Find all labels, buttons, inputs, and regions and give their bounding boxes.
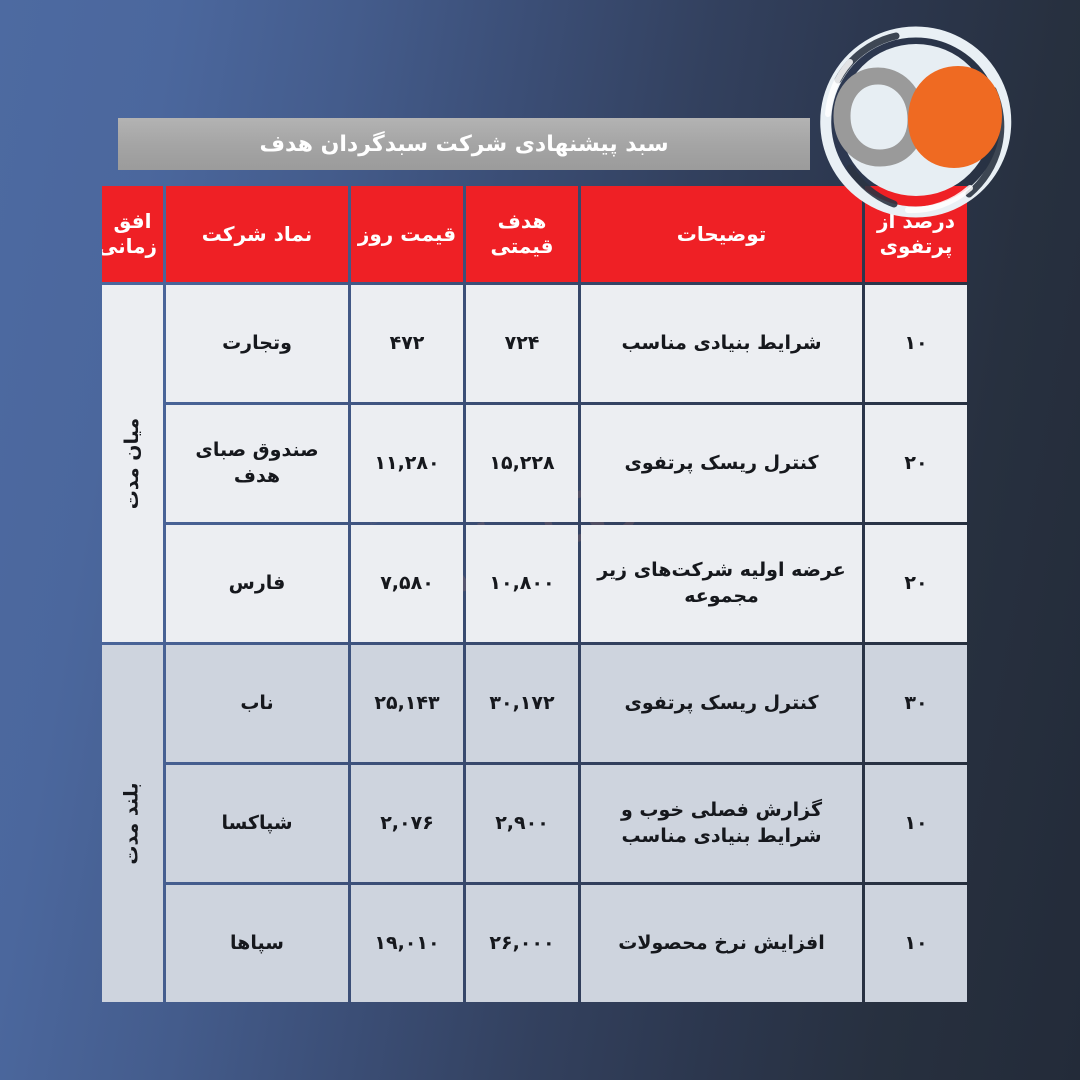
cell-percent: ۲۰ (865, 525, 967, 642)
cell-current-price: ۴۷۲ (351, 285, 463, 402)
cell-symbol: صندوق صبای هدف (166, 405, 348, 522)
column-header-symbol: نماد شرکت (166, 186, 348, 282)
column-header-target-price: هدف قیمتی (466, 186, 578, 282)
cell-percent: ۱۰ (865, 285, 967, 402)
cell-percent: ۲۰ (865, 405, 967, 522)
column-header-description: توضیحات (581, 186, 862, 282)
cell-symbol: ناب (166, 645, 348, 762)
table-row[interactable]: ۱۰ شرایط بنیادی مناسب ۷۲۴ ۴۷۲ وتجارت میا… (102, 285, 967, 642)
cell-description: عرضه اولیه شرکت‌های زیر مجموعه (581, 525, 862, 642)
cell-percent: ۱۰ (865, 765, 967, 882)
cell-description: کنترل ریسک پرتفوی (581, 405, 862, 522)
time-horizon-label: میان مدت (120, 417, 143, 510)
cell-symbol: شپاکسا (166, 765, 348, 882)
cell-current-price: ۷,۵۸۰ (351, 525, 463, 642)
sheet-title-bar: سبد پیشنهادی شرکت سبدگردان هدف (118, 118, 810, 170)
cell-target-price: ۲۶,۰۰۰ (466, 885, 578, 1002)
cell-symbol: وتجارت (166, 285, 348, 402)
cell-symbol: سپاها (166, 885, 348, 1002)
cell-time-horizon-long: بلند مدت (102, 645, 163, 1002)
cell-time-horizon-mid: میان مدت (102, 285, 163, 642)
table-row[interactable]: ۱۰ افزایش نرخ محصولات ۲۶,۰۰۰ ۱۹,۰۱۰ سپاه… (102, 885, 967, 1002)
table-row[interactable]: ۳۰ کنترل ریسک پرتفوی ۳۰,۱۷۲ ۲۵,۱۴۳ ناب ب… (102, 645, 967, 1002)
table-body: ۱۰ شرایط بنیادی مناسب ۷۲۴ ۴۷۲ وتجارت میا… (102, 285, 967, 1002)
cell-current-price: ۲,۰۷۶ (351, 765, 463, 882)
page-title: سبد پیشنهادی شرکت سبدگردان هدف (259, 131, 669, 157)
cell-target-price: ۷۲۴ (466, 285, 578, 402)
cell-target-price: ۳۰,۱۷۲ (466, 645, 578, 762)
column-header-time-horizon: افق زمانی (102, 186, 163, 282)
table-row[interactable]: ۱۰ گزارش فصلی خوب و شرایط بنیادی مناسب ۲… (102, 765, 967, 882)
time-horizon-label: بلند مدت (120, 782, 143, 865)
cell-target-price: ۱۵,۲۲۸ (466, 405, 578, 522)
cell-description: افزایش نرخ محصولات (581, 885, 862, 1002)
company-logo (812, 18, 1020, 226)
column-header-current-price: قیمت روز (351, 186, 463, 282)
cell-percent: ۳۰ (865, 645, 967, 762)
cell-target-price: ۱۰,۸۰۰ (466, 525, 578, 642)
table-row[interactable]: ۲۰ عرضه اولیه شرکت‌های زیر مجموعه ۱۰,۸۰۰… (102, 525, 967, 642)
cell-symbol: فارس (166, 525, 348, 642)
cell-target-price: ۲,۹۰۰ (466, 765, 578, 882)
cell-description: گزارش فصلی خوب و شرایط بنیادی مناسب (581, 765, 862, 882)
cell-description: کنترل ریسک پرتفوی (581, 645, 862, 762)
table-row[interactable]: ۲۰ کنترل ریسک پرتفوی ۱۵,۲۲۸ ۱۱,۲۸۰ صندوق… (102, 405, 967, 522)
portfolio-table-container: درصد از پرتفوی توضیحات هدف قیمتی قیمت رو… (102, 183, 970, 1002)
cell-current-price: ۲۵,۱۴۳ (351, 645, 463, 762)
cell-current-price: ۱۱,۲۸۰ (351, 405, 463, 522)
cell-percent: ۱۰ (865, 885, 967, 1002)
portfolio-table: درصد از پرتفوی توضیحات هدف قیمتی قیمت رو… (99, 183, 970, 1005)
cell-current-price: ۱۹,۰۱۰ (351, 885, 463, 1002)
cell-description: شرایط بنیادی مناسب (581, 285, 862, 402)
